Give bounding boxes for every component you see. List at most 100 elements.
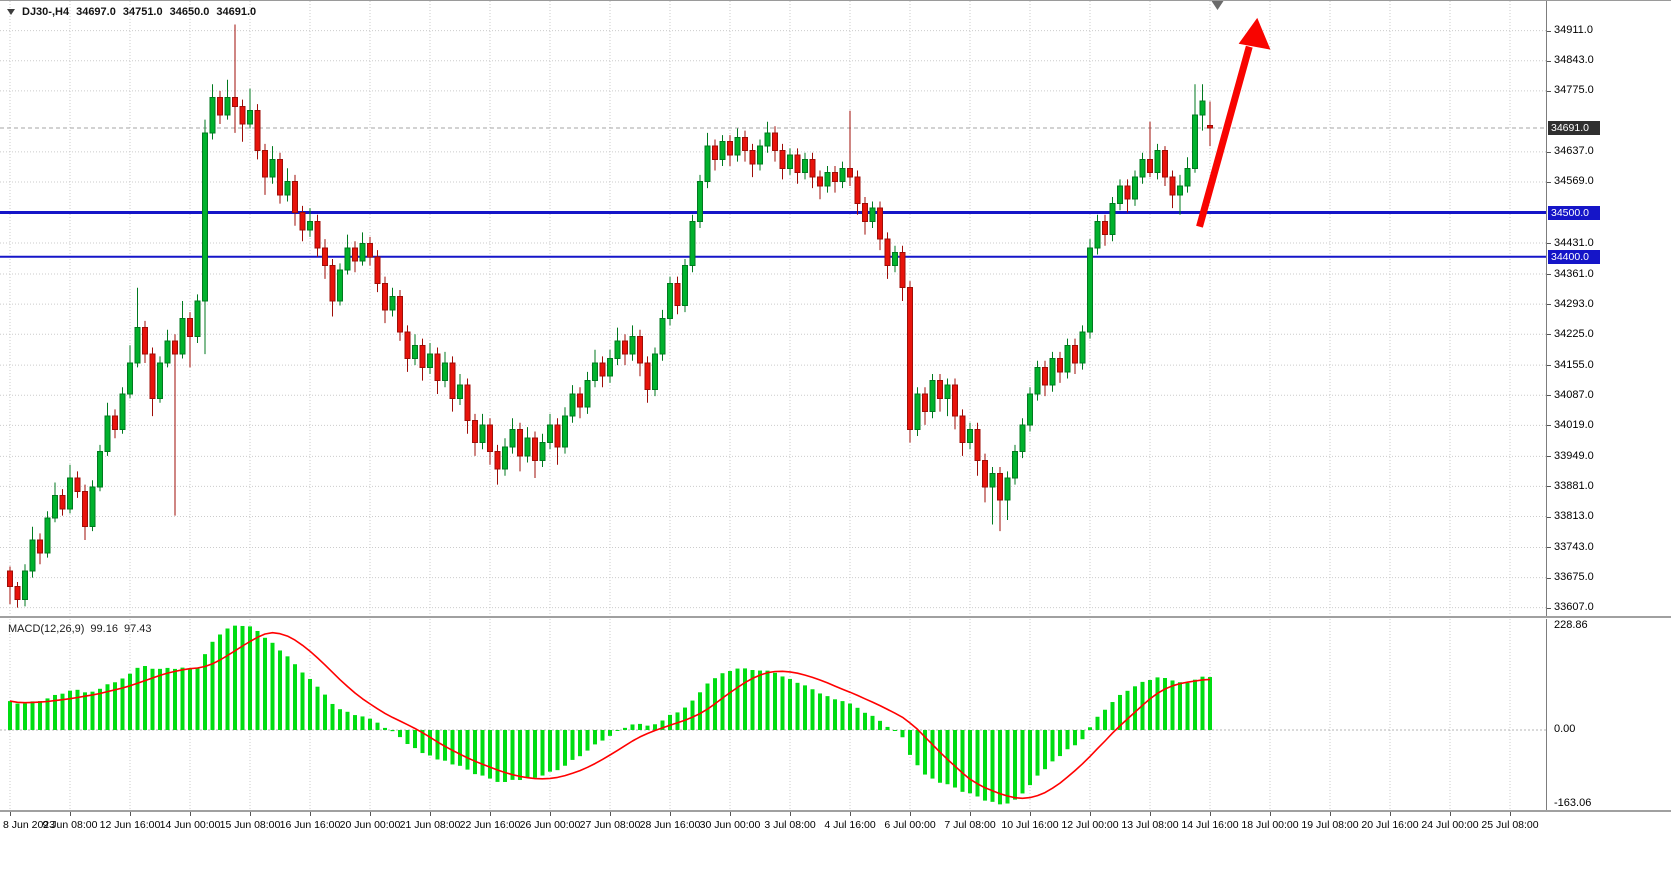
macd-histogram-bar	[930, 730, 935, 779]
time-tick-label: 22 Jun 16:00	[459, 819, 521, 831]
macd-histogram-bar	[615, 730, 620, 731]
time-tick-label-projected: 24 Jul 00:00	[1421, 819, 1479, 831]
macd-histogram-bar	[968, 730, 972, 794]
candle	[119, 393, 126, 430]
chart-shift-marker[interactable]	[1211, 1, 1224, 10]
macd-histogram-bar	[863, 712, 867, 730]
macd-histogram-bar	[735, 668, 740, 730]
macd-histogram-bar	[1028, 730, 1032, 786]
time-tickmark	[730, 812, 731, 816]
candle	[644, 362, 651, 391]
macd-histogram-bar	[38, 701, 42, 730]
macd-histogram-bar	[435, 730, 440, 760]
candle	[479, 424, 486, 444]
candle	[1139, 158, 1146, 178]
candle	[1109, 203, 1116, 236]
candle	[824, 172, 831, 187]
time-tickmark	[430, 812, 431, 816]
time-tickmark	[370, 812, 371, 816]
candle	[652, 353, 658, 391]
candle	[809, 158, 816, 178]
macd-histogram-bar	[548, 730, 552, 772]
price-tick-label: 34775.0	[1554, 84, 1594, 97]
macd-histogram-bar	[893, 730, 897, 731]
candle	[247, 110, 253, 125]
macd-histogram-bar	[173, 668, 177, 730]
macd-chart-canvas[interactable]	[0, 619, 1546, 810]
time-tick-label: 12 Jul 00:00	[1061, 819, 1119, 831]
macd-histogram-bar	[390, 730, 395, 732]
macd-histogram-bar	[720, 673, 725, 730]
candle	[142, 327, 148, 355]
price-chart-canvas[interactable]	[0, 1, 1546, 616]
macd-histogram-bar	[60, 693, 65, 730]
candle	[374, 256, 381, 284]
candle	[134, 327, 141, 364]
macd-histogram-bar	[885, 726, 890, 730]
macd-histogram-bar	[840, 701, 845, 730]
candle	[1207, 124, 1213, 129]
macd-histogram-bar	[668, 714, 672, 730]
candle	[1184, 167, 1191, 187]
candle	[674, 282, 681, 306]
time-tick-label: 14 Jul 16:00	[1181, 819, 1239, 831]
candle	[307, 220, 313, 231]
time-tickmark	[10, 812, 11, 816]
candle	[712, 145, 718, 160]
ohlc-close: 34691.0	[216, 6, 257, 18]
macd-histogram-bar	[540, 730, 545, 776]
candle	[682, 265, 688, 306]
candle	[817, 176, 823, 187]
candle	[929, 380, 936, 413]
panel-divider[interactable]	[0, 616, 1671, 618]
candle	[847, 167, 853, 178]
candle	[562, 415, 568, 448]
price-tickmark	[1547, 334, 1551, 336]
price-tick-label: 34019.0	[1554, 418, 1594, 431]
candle	[112, 415, 118, 430]
price-tickmark	[1547, 395, 1551, 397]
time-tick-label: 21 Jun 08:00	[399, 819, 461, 831]
time-tickmark	[190, 812, 191, 816]
macd-histogram-bar	[938, 730, 942, 783]
macd-histogram-bar	[1125, 690, 1130, 730]
candle	[292, 181, 298, 214]
candle	[967, 428, 973, 444]
macd-histogram-bar	[1118, 694, 1122, 730]
candle	[277, 158, 283, 196]
macd-histogram-bar	[503, 730, 507, 782]
time-tickmark	[250, 812, 251, 816]
time-tickmark	[1270, 812, 1271, 816]
candle	[1087, 247, 1093, 333]
macd-histogram-bar	[705, 683, 710, 730]
price-tick-label: 34361.0	[1554, 267, 1594, 280]
price-tick-label: 34225.0	[1554, 327, 1594, 340]
macd-histogram-bar	[1058, 730, 1062, 757]
candle	[29, 539, 36, 572]
price-axis: 34691.0 34500.0 34400.0 34911.0 34843.0 34…	[1546, 1, 1671, 616]
ohlc-low: 34650.0	[169, 6, 210, 18]
chart-title-ohlc: DJ30-,H4 34697.0 34751.0 34650.0 34691.0	[7, 6, 256, 18]
time-tickmark	[790, 812, 791, 816]
candle	[127, 362, 133, 395]
candle	[97, 450, 103, 488]
candle	[74, 477, 81, 492]
time-tick-label: 3 Jul 08:00	[764, 819, 816, 831]
candle	[689, 220, 696, 267]
macd-histogram-bar	[998, 730, 1002, 805]
candle	[382, 282, 388, 311]
price-tick-label: 33813.0	[1554, 510, 1594, 522]
macd-value-main: 99.16	[90, 623, 118, 635]
time-tickmark	[1090, 812, 1091, 816]
macd-histogram-bar	[825, 696, 830, 730]
time-tick-label: 8 Jun 2023	[3, 819, 55, 831]
time-tickmark	[850, 812, 851, 816]
price-tick-label: 33675.0	[1554, 571, 1594, 584]
macd-histogram-bar	[525, 730, 530, 778]
macd-histogram-bar	[945, 730, 950, 785]
candle	[727, 141, 733, 156]
macd-axis-max: 228.86	[1554, 619, 1588, 631]
macd-histogram-bar	[510, 730, 515, 780]
macd-histogram-bar	[413, 730, 417, 749]
bullish-arrow-annotation[interactable]	[1196, 17, 1271, 228]
